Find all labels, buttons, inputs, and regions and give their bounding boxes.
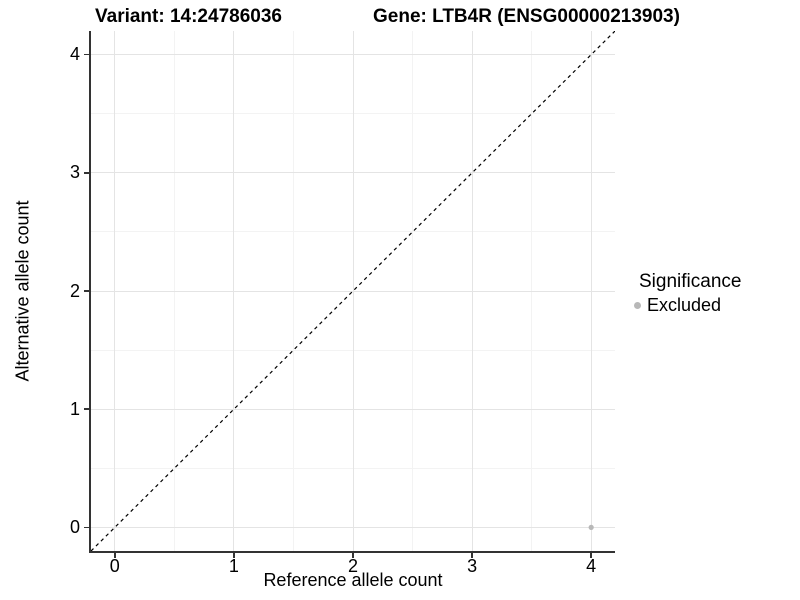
plot-layer bbox=[91, 31, 615, 551]
x-tick-label: 2 bbox=[347, 556, 359, 576]
x-tick-label: 1 bbox=[228, 556, 239, 576]
x-tick-label: 0 bbox=[109, 556, 120, 576]
major-gridline-y bbox=[91, 54, 615, 56]
plot-panel bbox=[91, 31, 615, 551]
y-tick-label: 0 bbox=[69, 516, 80, 537]
y-axis-line bbox=[89, 31, 91, 553]
legend-entry-label: Excluded bbox=[647, 295, 722, 315]
x-tick-mark bbox=[352, 552, 354, 558]
x-tick-mark bbox=[114, 552, 116, 558]
y-tick-label: 1 bbox=[69, 398, 80, 419]
y-tick-mark bbox=[84, 53, 90, 56]
legend-entry: Excluded bbox=[634, 295, 741, 316]
x-tick-label: 3 bbox=[467, 556, 478, 576]
y-tick-mark bbox=[84, 408, 90, 410]
gene-title: Gene: LTB4R (ENSG00000213903) bbox=[373, 6, 680, 27]
major-gridline-y bbox=[91, 408, 615, 410]
variant-title: Variant: 14:24786036 bbox=[95, 6, 282, 27]
x-axis-label: Reference allele count bbox=[263, 570, 443, 590]
legend-entries: Excluded bbox=[632, 295, 741, 316]
y-tick-label: 3 bbox=[69, 162, 80, 183]
x-tick-mark bbox=[471, 552, 473, 558]
legend: Significance Excluded bbox=[632, 271, 741, 316]
x-tick-mark bbox=[233, 552, 235, 558]
legend-key-dot-icon bbox=[634, 302, 641, 309]
identity-line bbox=[91, 31, 615, 551]
legend-title: Significance bbox=[639, 271, 742, 292]
x-tick-mark bbox=[590, 552, 592, 558]
y-tick-mark bbox=[84, 526, 90, 529]
y-tick-mark bbox=[84, 172, 90, 174]
y-tick-label: 2 bbox=[69, 280, 80, 301]
data-point bbox=[588, 524, 594, 530]
x-axis-line bbox=[89, 551, 616, 553]
major-gridline-y bbox=[91, 290, 615, 292]
y-tick-mark bbox=[84, 290, 90, 292]
y-tick-label: 4 bbox=[69, 44, 80, 65]
major-gridline-y bbox=[91, 526, 615, 528]
major-gridline-y bbox=[91, 172, 615, 174]
x-tick-label: 4 bbox=[586, 556, 597, 576]
